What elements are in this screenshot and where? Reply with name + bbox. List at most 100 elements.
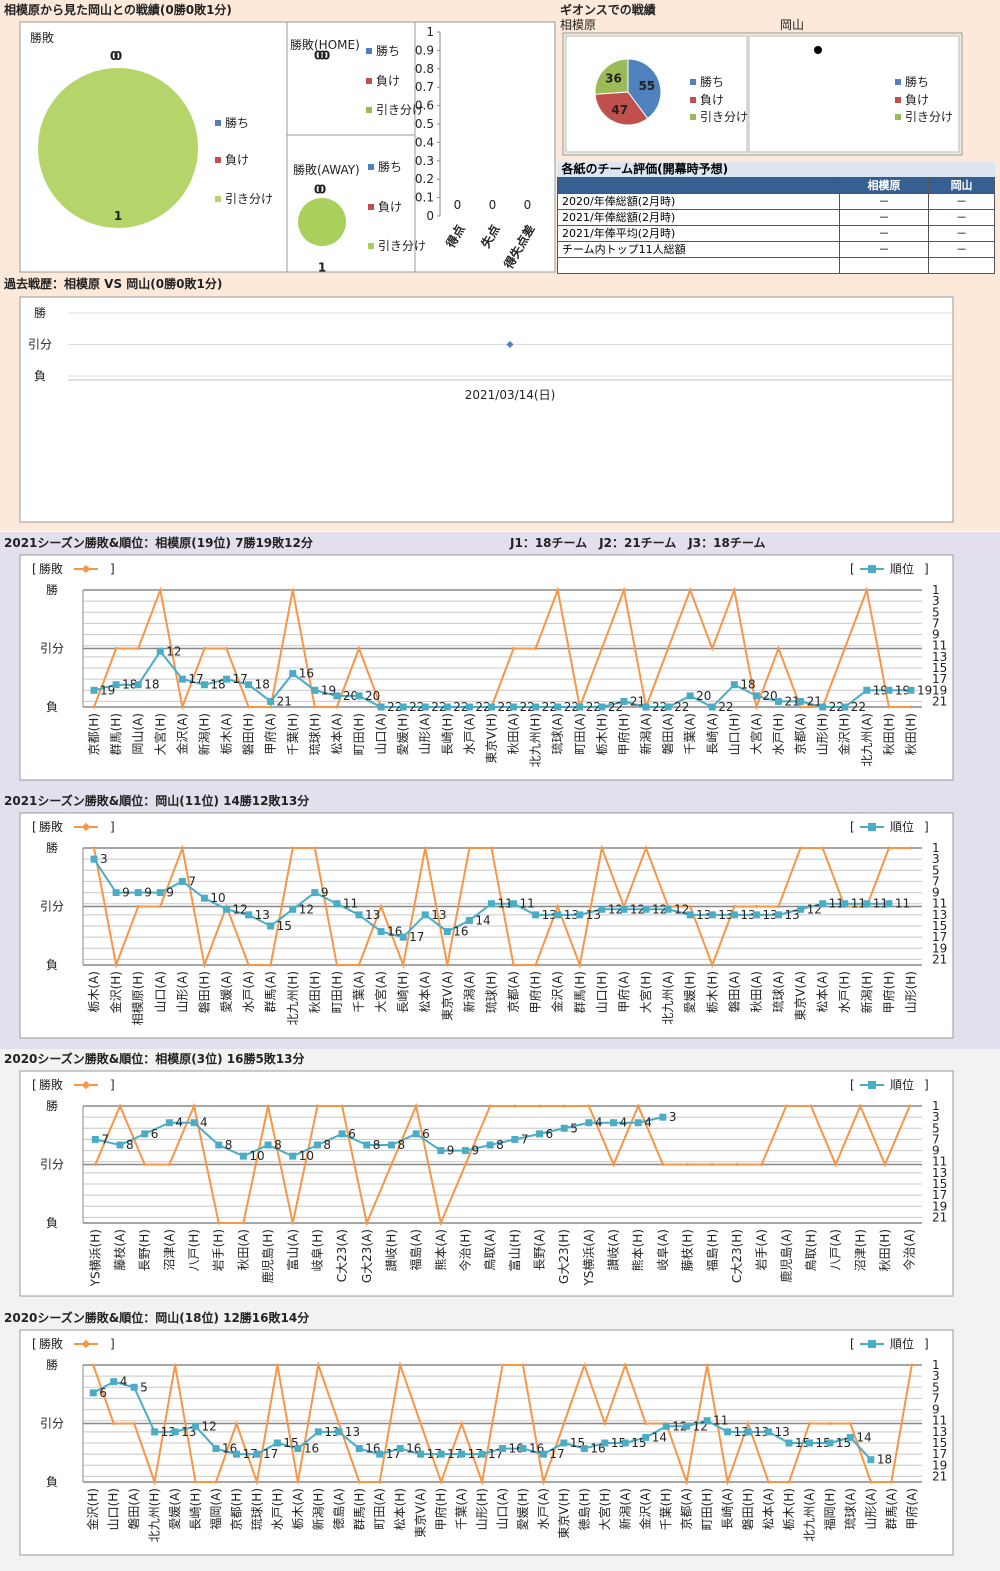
point [335,1428,343,1436]
point [112,1422,116,1425]
x-tick-label: 岐阜(H) [310,1229,324,1271]
data-label: 22 [542,700,557,714]
point [365,1221,369,1225]
point [797,905,805,913]
point [241,1221,245,1225]
chart-title: 相模原 [560,18,596,32]
point [357,647,361,650]
y2-tick-label: 7 [932,1391,940,1405]
x-tick-label: 新潟(H) [310,1488,325,1530]
x-tick-label: 沼津(A) [162,1229,176,1271]
point [90,855,98,863]
x-tick-label: 山口(H) [727,713,741,755]
data-label: 8 [225,1138,233,1152]
data-label: 6 [99,1386,107,1400]
x-tick-label: 群馬(H) [109,713,123,755]
point [401,963,405,967]
x-tick-label: 松本(H) [393,1488,407,1530]
data-label: 18 [877,1453,892,1467]
series-line [93,586,911,711]
x-tick-label: 水戸(A) [462,713,476,755]
y-tick-label: 0 [426,209,434,223]
x-tick-label: 鳥取(A) [482,1229,497,1271]
data-label: 9 [447,1144,455,1158]
point [217,1221,221,1225]
point [313,1141,321,1149]
point [554,703,562,711]
point [889,1480,893,1484]
y2-tick-label: 1 [932,1099,940,1113]
point [114,963,118,967]
data-label: 0 [314,183,322,197]
point [487,703,495,711]
data-label: 47 [611,103,628,117]
legend-label: 勝ち [376,43,400,58]
x-tick-label: 北九州(A) [661,971,675,1025]
legend-label: 勝ち [225,115,249,130]
x-tick-label: 山口(A) [153,971,167,1013]
data-label: 14 [652,1430,667,1444]
point [465,916,473,924]
point [685,1480,689,1484]
point [744,1428,752,1436]
point [245,911,253,919]
point [486,1141,494,1149]
point [192,1104,196,1108]
data-label: 22 [674,700,689,714]
point [414,1104,418,1108]
point [180,705,184,709]
legend-swatch [366,48,372,54]
y2-tick-label: 17 [932,672,947,686]
point [576,911,584,919]
y2-tick-label: 13 [932,908,947,922]
chart-title: 勝敗(HOME) [290,37,360,52]
x-tick-label: G大23(A) [360,1229,374,1283]
x-tick-label: 山形(A) [418,713,432,755]
data-label: 8 [126,1138,134,1152]
data-label: 11 [713,1414,728,1428]
x-tick-label: 琉球(A) [551,713,565,755]
y-tick-label: 0.5 [415,117,434,131]
y2-tick-label: 5 [932,1380,940,1394]
legend-marker [868,823,876,831]
point [136,905,140,908]
x-tick-label: 栃木(H) [705,971,719,1013]
point [683,1422,691,1430]
y2-tick-label: 15 [932,919,947,933]
point [239,1152,247,1160]
data-label: 14 [856,1430,871,1444]
data-label: 6 [151,1127,159,1141]
point [754,905,758,908]
cell: － [928,225,995,242]
y-tick-label: 0.1 [415,191,434,205]
y-tick-label: 勝 [34,305,46,320]
point [536,1130,544,1138]
data-label: 20 [365,689,380,703]
legend-bracket: [ [850,562,855,576]
y2-tick-label: 9 [932,1403,940,1417]
legend-label: 引き分け [225,192,273,206]
x-tick-label: 大宮(H) [152,713,167,755]
point [841,900,849,908]
point [532,703,540,711]
x-tick-label: 新潟(A) [617,1488,632,1530]
point [600,647,604,650]
data-label: 12 [674,902,689,916]
series-line [93,844,911,969]
x-tick-label: 金沢(A) [550,971,565,1013]
point [202,647,206,650]
point [398,1363,402,1367]
point [180,846,184,850]
point [534,963,538,967]
table-title: 各紙のチーム評価(開幕時予想) [557,162,995,178]
y-tick-label: 0.7 [415,80,434,94]
x-tick-label: 徳島(A) [331,1488,346,1530]
point [378,1480,382,1484]
legend-label: 引き分け [378,239,426,253]
point [532,911,540,919]
data-label: 12 [233,902,248,916]
data-label: 0 [524,198,532,212]
data-label: 4 [200,1116,208,1130]
data-label: 11 [895,897,910,911]
point [541,1480,545,1484]
